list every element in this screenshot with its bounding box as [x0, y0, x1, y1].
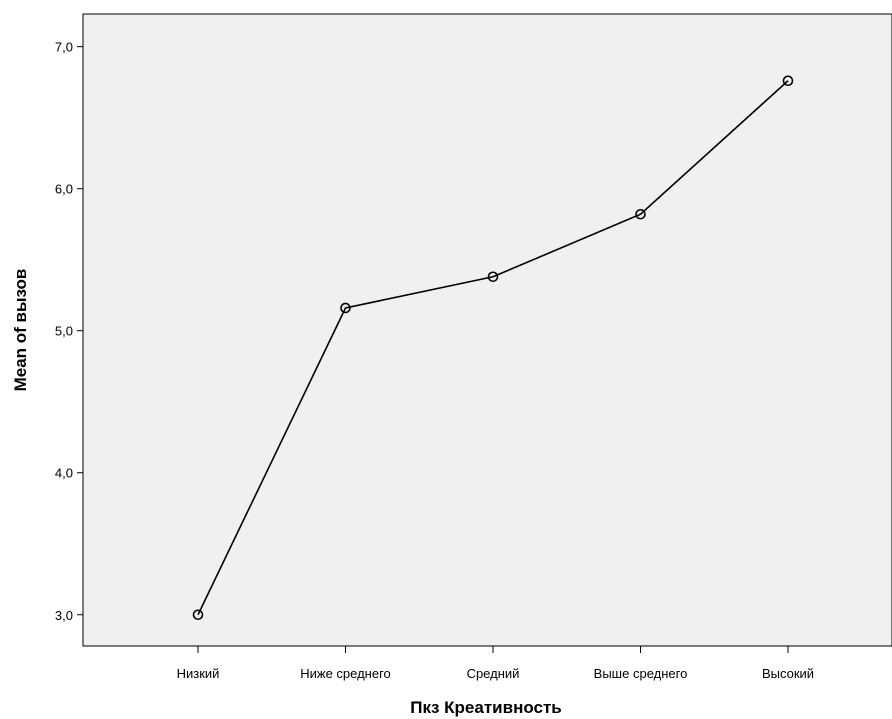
data-point-marker	[635, 208, 646, 220]
x-tick-label: Низкий	[177, 666, 220, 681]
y-tick-label: 6,0	[55, 182, 73, 197]
y-axis: 3,0 4,0 5,0 6,0 7,0	[55, 40, 83, 623]
y-tick-label: 4,0	[55, 466, 73, 481]
data-point-marker	[192, 609, 204, 621]
x-axis: Низкий Ниже среднего Средний Выше среднего В…	[177, 646, 814, 681]
plot-area	[82, 13, 892, 647]
x-tick-label: Средний	[467, 666, 520, 681]
x-axis-title: Пкз Креативность	[410, 698, 561, 717]
data-point-marker	[782, 75, 794, 87]
y-tick-label: 3,0	[55, 608, 73, 623]
y-axis-title: Mean of вызов	[11, 269, 30, 392]
x-tick-label: Выше среднего	[594, 666, 688, 681]
y-tick-label: 7,0	[55, 40, 73, 55]
y-tick-label: 5,0	[55, 324, 73, 339]
data-point-marker	[487, 271, 499, 283]
data-point-marker	[340, 302, 351, 314]
series-line	[197, 80, 789, 616]
data-markers	[192, 75, 794, 621]
x-tick-label: Ниже среднего	[300, 666, 391, 681]
x-tick-label: Высокий	[762, 666, 814, 681]
